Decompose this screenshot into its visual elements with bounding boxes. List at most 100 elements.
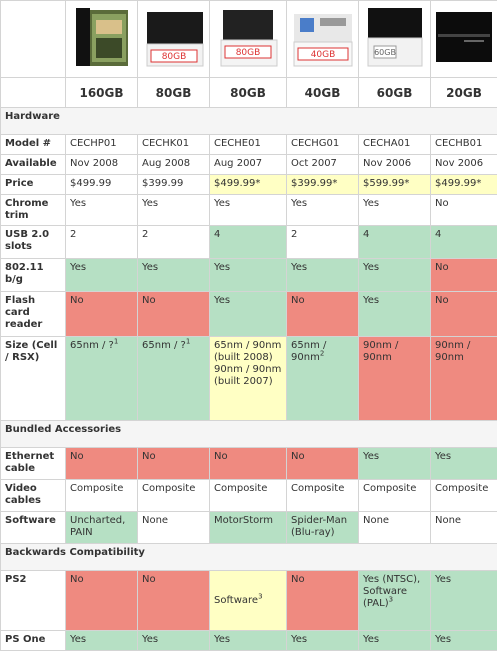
table-cell: No bbox=[65, 570, 138, 631]
footnote-ref: 2 bbox=[319, 349, 325, 358]
row-label: USB 2.0 slots bbox=[0, 225, 66, 259]
table-cell: Yes bbox=[209, 291, 287, 337]
table-cell: 65nm / 90nm2 bbox=[286, 336, 359, 421]
row-label: Price bbox=[0, 174, 66, 195]
table-cell: Yes bbox=[209, 258, 287, 292]
table-cell: 65nm / 90nm (built 2008) 90nm / 90nm (bu… bbox=[209, 336, 287, 421]
table-cell: $399.99 bbox=[137, 174, 210, 195]
cell-text: 65nm / ? bbox=[142, 340, 186, 351]
capacity-cell: 160GB bbox=[65, 77, 138, 108]
table-cell: $399.99* bbox=[286, 174, 359, 195]
table-cell: No bbox=[286, 291, 359, 337]
table-cell: Yes bbox=[358, 258, 431, 292]
table-cell: Composite bbox=[209, 479, 287, 512]
row-label: Flash card reader bbox=[0, 291, 66, 337]
table-cell: CECHK01 bbox=[137, 134, 210, 155]
table-cell: 2 bbox=[65, 225, 138, 259]
table-cell: No bbox=[65, 291, 138, 337]
table-cell: 4 bbox=[358, 225, 431, 259]
table-cell: Composite bbox=[430, 479, 497, 512]
table-cell: Nov 2006 bbox=[358, 154, 431, 175]
row-ps2: PS2 No No Software3 No Yes (NTSC), Softw… bbox=[0, 570, 497, 631]
table-cell: 90nm / 90nm bbox=[430, 336, 497, 421]
table-cell: Composite bbox=[286, 479, 359, 512]
row-ethernet: Ethernet cable No No No No Yes Yes bbox=[0, 447, 497, 480]
table-cell: Yes bbox=[358, 194, 431, 226]
row-label: Video cables bbox=[0, 479, 66, 512]
table-cell: Yes bbox=[209, 630, 287, 651]
svg-text:80GB: 80GB bbox=[236, 48, 261, 58]
table-cell: No bbox=[65, 447, 138, 480]
row-label: Model # bbox=[0, 134, 66, 155]
table-cell: 90nm / 90nm bbox=[358, 336, 431, 421]
model-image-5: 60GB bbox=[358, 0, 431, 78]
row-size: Size (Cell / RSX) 65nm / ?1 65nm / ?1 65… bbox=[0, 336, 497, 421]
row-label: Software bbox=[0, 511, 66, 544]
table-cell: Aug 2007 bbox=[209, 154, 287, 175]
table-cell: 2 bbox=[286, 225, 359, 259]
table-cell: None bbox=[430, 511, 497, 544]
footnote-ref: 3 bbox=[388, 595, 394, 604]
table-cell: Oct 2007 bbox=[286, 154, 359, 175]
table-cell: 4 bbox=[209, 225, 287, 259]
table-cell: Yes bbox=[358, 630, 431, 651]
table-cell: Yes bbox=[358, 447, 431, 480]
model-image-2: 80GB bbox=[137, 0, 210, 78]
table-cell: No bbox=[209, 447, 287, 480]
ps3-console-with-game-icon bbox=[75, 8, 128, 66]
table-cell: Spider-Man (Blu-ray) bbox=[286, 511, 359, 544]
table-cell: Uncharted, PAIN bbox=[65, 511, 138, 544]
footnote-ref: 1 bbox=[113, 337, 119, 346]
table-cell: $499.99* bbox=[430, 174, 497, 195]
table-cell: Yes bbox=[430, 570, 497, 631]
row-label: Available bbox=[0, 154, 66, 175]
table-cell: Yes bbox=[137, 630, 210, 651]
table-cell: No bbox=[137, 291, 210, 337]
row-label: PS2 bbox=[0, 570, 66, 631]
capacity-row: 160GB 80GB 80GB 40GB 60GB 20GB bbox=[0, 77, 497, 108]
table-cell: None bbox=[358, 511, 431, 544]
table-cell: Nov 2006 bbox=[430, 154, 497, 175]
table-cell: CECHG01 bbox=[286, 134, 359, 155]
table-cell: Yes bbox=[286, 194, 359, 226]
table-cell: No bbox=[430, 291, 497, 337]
svg-text:80GB: 80GB bbox=[161, 52, 186, 62]
ps3-console-icon bbox=[436, 12, 492, 62]
table-cell: Yes bbox=[65, 630, 138, 651]
row-label: PS One bbox=[0, 630, 66, 651]
row-label: Size (Cell / RSX) bbox=[0, 336, 66, 421]
model-image-1 bbox=[65, 0, 138, 78]
table-cell: CECHA01 bbox=[358, 134, 431, 155]
table-cell: Nov 2008 bbox=[65, 154, 138, 175]
table-cell: MotorStorm bbox=[209, 511, 287, 544]
table-cell: Yes bbox=[286, 630, 359, 651]
row-wifi: 802.11 b/g Yes Yes Yes Yes Yes No bbox=[0, 258, 497, 292]
row-chrome: Chrome trim Yes Yes Yes Yes Yes No bbox=[0, 194, 497, 226]
table-cell: Aug 2008 bbox=[137, 154, 210, 175]
table-cell: Composite bbox=[358, 479, 431, 512]
row-label: Ethernet cable bbox=[0, 447, 66, 480]
table-cell: Yes bbox=[65, 194, 138, 226]
cell-text: Yes (NTSC), Software (PAL) bbox=[363, 574, 421, 609]
table-cell: Yes bbox=[430, 630, 497, 651]
row-video: Video cables Composite Composite Composi… bbox=[0, 479, 497, 512]
cell-text: Software bbox=[214, 594, 259, 606]
section-header: Hardware bbox=[0, 107, 497, 135]
row-label: Chrome trim bbox=[0, 194, 66, 226]
section-hardware: Hardware bbox=[0, 107, 497, 135]
table-cell: Yes bbox=[358, 291, 431, 337]
capacity-cell: 80GB bbox=[137, 77, 210, 108]
row-label: 802.11 b/g bbox=[0, 258, 66, 292]
table-cell: CECHB01 bbox=[430, 134, 497, 155]
section-header: Bundled Accessories bbox=[0, 420, 497, 448]
table-cell: 65nm / ?1 bbox=[65, 336, 138, 421]
table-cell: None bbox=[137, 511, 210, 544]
table-cell: Yes (NTSC), Software (PAL)3 bbox=[358, 570, 431, 631]
table-cell: $499.99* bbox=[209, 174, 287, 195]
table-cell: Yes bbox=[209, 194, 287, 226]
row-model: Model # CECHP01 CECHK01 CECHE01 CECHG01 … bbox=[0, 134, 497, 155]
model-image-6 bbox=[430, 0, 497, 78]
ps3-box-icon: 80GB bbox=[220, 10, 278, 67]
table-cell: $499.99 bbox=[65, 174, 138, 195]
